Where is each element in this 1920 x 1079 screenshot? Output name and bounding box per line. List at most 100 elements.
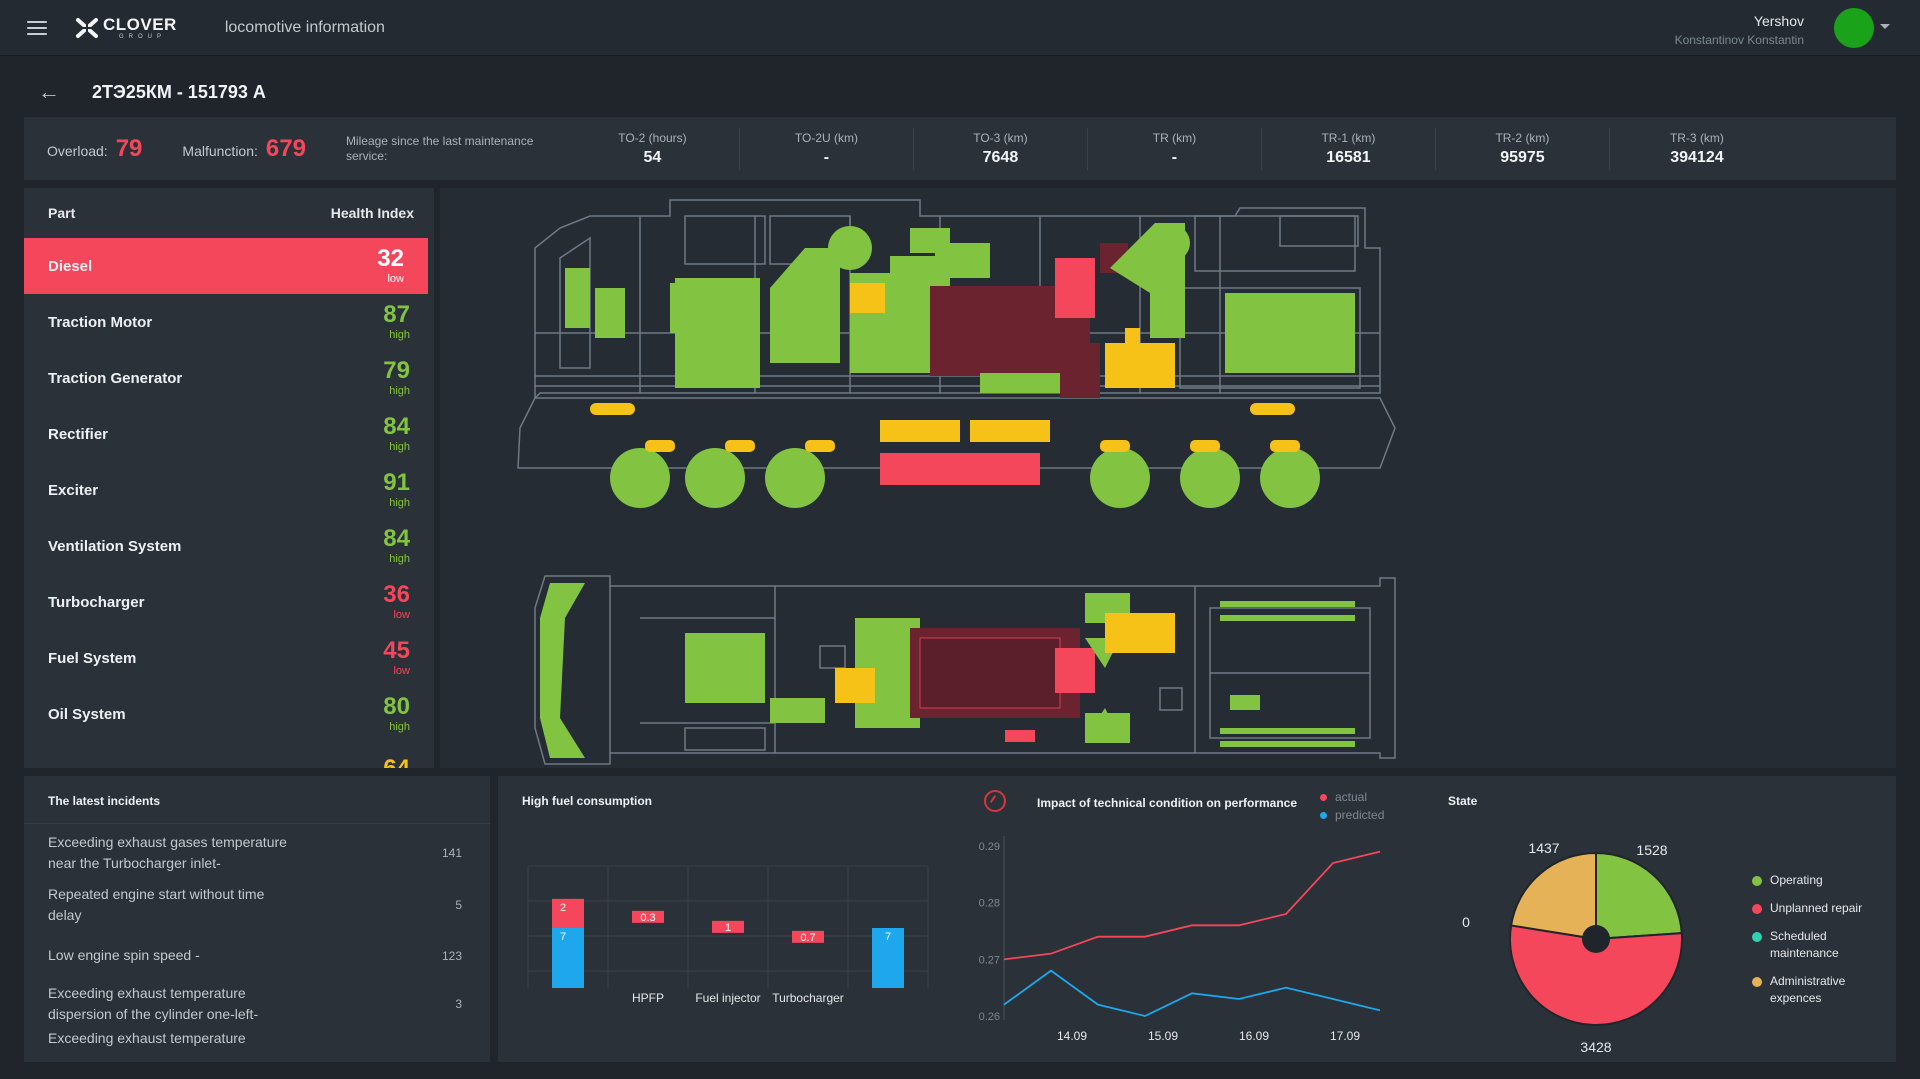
part-level: low: [387, 273, 404, 285]
legend-label: Scheduled maintenance: [1770, 929, 1839, 960]
part-name: Turbocharger: [48, 593, 145, 611]
legend-label: Unplanned repair: [1770, 901, 1863, 915]
impact-series-actual: [1003, 850, 1381, 961]
page-label: locomotive information: [224, 18, 385, 36]
maintenance-cells: TO-2 (hours) 54 TO-2U (km) - TO-3 (km) 7648…: [566, 127, 1784, 170]
part-name: Traction Motor: [48, 313, 153, 331]
fuel-tick-label: Turbocharger: [772, 991, 844, 1005]
to-cell-label: TO-2 (hours): [618, 130, 687, 145]
part-level: high: [389, 385, 410, 397]
to-cell-label: TO-3 (km): [973, 130, 1028, 145]
top-bar: CLOVER GROUP locomotive information Yers…: [0, 0, 1920, 56]
back-arrow-icon[interactable]: ←: [38, 79, 60, 104]
to-cell: TO-3 (km) 7648: [914, 127, 1088, 170]
part-level: high: [389, 441, 410, 453]
fuel-bar-increase: [632, 910, 664, 923]
part-row-oil-system[interactable]: Oil System 80 high: [24, 686, 434, 742]
part-value: 36: [383, 581, 410, 608]
part-row-traction-generator[interactable]: Traction Generator 79 high: [24, 350, 434, 406]
fuel-yellow: [1105, 343, 1175, 388]
pie-hole: [1582, 925, 1610, 953]
impact-y-tick: 0.27: [979, 954, 1000, 966]
part-value: 32: [377, 245, 404, 272]
turbo-red: [1055, 258, 1095, 318]
part-row-diesel[interactable]: Diesel 32 low: [24, 238, 428, 294]
incident-text: Exceeding exhaust temperature: [48, 1030, 246, 1046]
turbo-top-red: [1055, 648, 1095, 693]
impact-x-tick: 15.09: [1148, 1029, 1178, 1043]
to-cell-value: 16581: [1326, 148, 1371, 166]
fuel-bar-label: 1: [725, 922, 731, 934]
part-name: Fuel System: [48, 649, 137, 667]
menu-icon[interactable]: [27, 20, 47, 35]
incident-row[interactable]: Exceeding exhaust temperature: [24, 1028, 490, 1049]
incident-row[interactable]: Low engine spin speed - 123: [24, 945, 490, 966]
to-cell-value: -: [823, 148, 830, 166]
impact-chart: 0.26 0.27 0.28 0.29 14.09 15.09 16.09 17.09: [979, 836, 1381, 1043]
cab-green: [565, 268, 590, 328]
clover-logo-icon: [76, 17, 98, 38]
state-chart: 1528 3428 0 1437: [1462, 840, 1683, 1055]
part-row-fuel-system[interactable]: Fuel System 45 low: [24, 630, 434, 686]
impact-y-tick: 0.29: [979, 841, 1000, 853]
part-level: high: [389, 721, 410, 733]
to-cell-label: TR (km): [1152, 130, 1197, 145]
part-value: 84: [383, 413, 410, 440]
pie-value-label: 1528: [1636, 842, 1667, 858]
to-cell-label: TR-1 (km): [1321, 130, 1376, 145]
legend-predicted: predicted: [1320, 806, 1384, 824]
overload-stat: Overload: 79: [47, 135, 142, 163]
impact-legend: actual predicted: [1320, 788, 1384, 824]
incident-row[interactable]: Exceeding exhaust gases temperature near…: [24, 832, 490, 874]
fuel-bar-label: 2: [560, 902, 566, 914]
stats-bar: Overload: 79 Malfunction: 679 Mileage si…: [24, 117, 1896, 180]
incident-text: Exceeding exhaust gases temperature near…: [48, 834, 287, 871]
part-row-turbocharger[interactable]: Turbocharger 36 low: [24, 574, 434, 630]
col-health: Health Index: [330, 205, 414, 221]
logo[interactable]: CLOVER GROUP: [75, 16, 177, 40]
impact-series-predicted: [1003, 969, 1381, 1017]
legend-actual-label: actual: [1335, 790, 1368, 804]
to-cell-label: TO-2U (km): [794, 130, 858, 145]
fuel-bar-total: [872, 928, 904, 988]
mileage-label: Mileage since the last maintenance servi…: [345, 134, 534, 163]
locomotive-schematic: [517, 199, 1396, 765]
gauge-icon[interactable]: [984, 790, 1006, 812]
impact-chart-title: Impact of technical condition on perform…: [1037, 796, 1298, 810]
side-bogie-wheels: [610, 448, 1320, 508]
to-cell-value: -: [1171, 148, 1178, 166]
to-cell: TR (km) -: [1088, 127, 1262, 170]
locomotive-diagram: [440, 188, 1896, 768]
part-name: Traction Generator: [48, 369, 183, 387]
logo-sub: GROUP: [119, 33, 167, 40]
impact-x-tick: 14.09: [1057, 1029, 1087, 1043]
impact-y-tick: 0.28: [979, 898, 1000, 910]
part-name: Rectifier: [48, 425, 109, 443]
chevron-down-icon[interactable]: [1880, 24, 1890, 29]
part-row-exciter[interactable]: Exciter 91 high: [24, 462, 434, 518]
legend-label: Operating: [1770, 873, 1823, 887]
incident-row[interactable]: Repeated engine start without time delay…: [24, 884, 490, 926]
legend-administrative: Administrative expences: [1752, 973, 1872, 1007]
to-cell-label: TR-3 (km): [1669, 130, 1724, 145]
fuel-chart-title: High fuel consumption: [522, 794, 652, 808]
pie-value-label: 1437: [1528, 840, 1559, 856]
part-level: high: [389, 497, 410, 509]
incident-count: 123: [441, 948, 462, 963]
to-cell-value: 54: [643, 148, 662, 166]
overload-value: 79: [115, 134, 143, 162]
incident-count: 5: [455, 898, 462, 912]
user-info[interactable]: Yershov Konstantinov Konstantin: [1675, 13, 1804, 47]
part-name: Oil System: [48, 705, 126, 723]
malfunction-stat: Malfunction: 679: [182, 135, 306, 163]
incident-row[interactable]: Exceeding exhaust temperature dispersion…: [24, 983, 490, 1025]
part-row-rectifier[interactable]: Rectifier 84 high: [24, 406, 434, 462]
incidents-panel: The latest incidents Exceeding exhaust g…: [24, 776, 490, 1062]
part-row-traction-motor[interactable]: Traction Motor 87 high: [24, 294, 434, 350]
part-level: high: [389, 329, 410, 341]
part-level: high: [389, 553, 410, 565]
part-value: 84: [383, 525, 410, 552]
part-row-ventilation-system[interactable]: Ventilation System 84 high: [24, 518, 434, 574]
avatar[interactable]: [1834, 8, 1874, 48]
part-row-partial[interactable]: 64: [24, 742, 434, 768]
